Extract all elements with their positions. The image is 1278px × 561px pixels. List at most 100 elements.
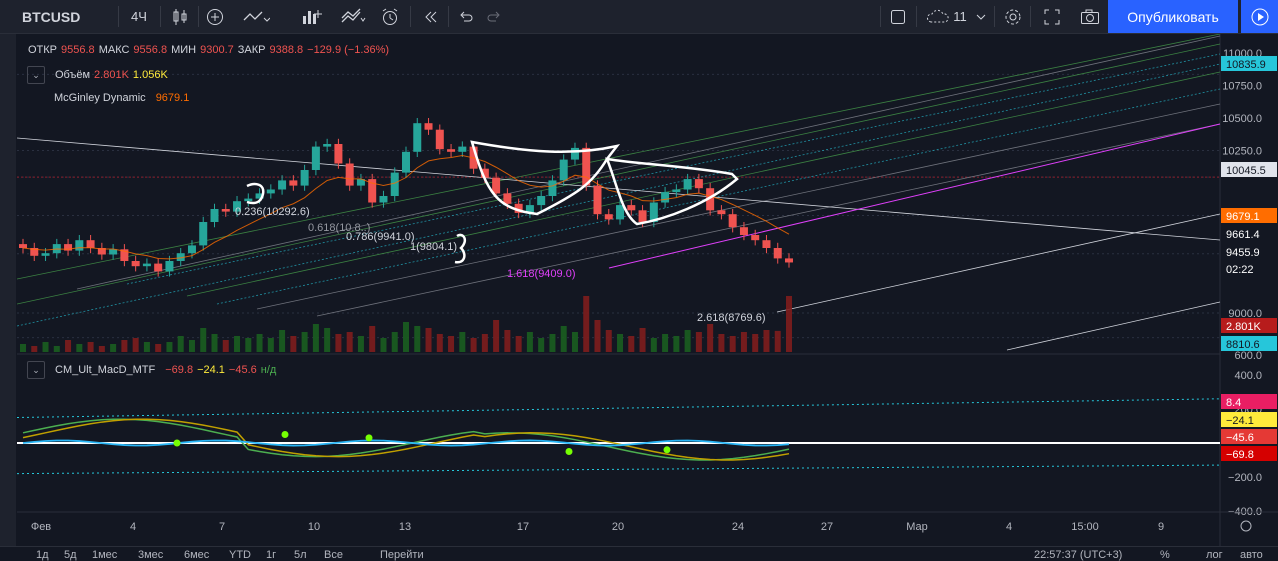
candle-body: [402, 151, 410, 173]
cloud-icon[interactable]: [922, 0, 954, 33]
candle-body: [492, 177, 501, 194]
macd-value-1: −69.8: [165, 364, 194, 376]
macd-line: [22, 418, 790, 461]
candle-body: [187, 245, 196, 254]
goto-button[interactable]: Перейти: [380, 549, 424, 561]
macd-badge: [1221, 412, 1277, 427]
candle-body: [345, 163, 354, 186]
triangle-drawing: [470, 140, 621, 216]
candle-body: [311, 146, 320, 170]
volume-bar: [493, 320, 500, 352]
publish-button[interactable]: Опубликовать: [1108, 0, 1238, 33]
low-label: МИН: [171, 44, 197, 56]
time-tick-label: 4: [130, 521, 136, 533]
candle-body: [570, 147, 579, 160]
volume-bar: [267, 338, 274, 352]
fib-2618-line: [776, 213, 1221, 313]
candle-body: [728, 214, 737, 228]
layout-count[interactable]: 11: [953, 9, 967, 24]
interval-select[interactable]: 4Ч: [131, 9, 147, 24]
fib-fan-line: [1006, 301, 1221, 351]
macd-badge: [1221, 394, 1277, 409]
chevron-down-icon[interactable]: ⌄: [27, 66, 45, 84]
gear-icon[interactable]: [1240, 520, 1252, 532]
chevron-down-icon[interactable]: ⌄: [27, 361, 45, 379]
fullscreen-icon[interactable]: [1038, 0, 1066, 33]
range-5y[interactable]: 5л: [294, 549, 307, 561]
volume-bar: [53, 346, 60, 352]
range-all[interactable]: Все: [324, 549, 343, 561]
candle-body: [278, 180, 287, 190]
candle-body: [706, 188, 715, 211]
volume-bar: [639, 328, 646, 352]
alert-icon[interactable]: [376, 0, 404, 33]
volume-bar: [481, 334, 488, 352]
candle-body: [221, 209, 230, 212]
toolbar-divider: [916, 6, 917, 27]
candle-body: [717, 210, 726, 215]
chevron-down-icon[interactable]: [972, 0, 990, 33]
camera-icon[interactable]: [1076, 0, 1104, 33]
fib-fan-line: [76, 35, 1221, 290]
hand-mark-2: [454, 233, 467, 264]
range-ytd[interactable]: YTD: [229, 549, 251, 561]
candle-body: [604, 214, 613, 220]
candle-body: [244, 198, 253, 202]
macd-badge-label: −24.1: [1226, 415, 1254, 427]
volume-bar: [538, 338, 545, 352]
symbol-search[interactable]: BTCUSD: [22, 8, 81, 25]
range-5d[interactable]: 5д: [64, 549, 77, 561]
fib-label-2618: 2.618(8769.6): [697, 312, 766, 324]
add-indicator-icon[interactable]: [204, 0, 226, 33]
volume-bar: [335, 334, 342, 352]
candle-body: [131, 261, 140, 267]
candles-icon[interactable]: [166, 0, 194, 33]
range-6m[interactable]: 6мес: [184, 549, 210, 561]
undo-icon[interactable]: [454, 0, 478, 33]
indicators-icon[interactable]: [240, 0, 272, 33]
log-toggle[interactable]: лог: [1206, 549, 1223, 561]
price-chart[interactable]: 11000.010750.010500.010250.09750.09000.0…: [17, 34, 1278, 546]
open-label: ОТКР: [28, 44, 58, 56]
volume-bar: [143, 342, 150, 352]
candle-body: [458, 146, 467, 152]
candle-body: [86, 240, 95, 248]
volume-bar: [31, 346, 38, 352]
triangle-drawing: [605, 157, 739, 226]
signal-line: [22, 418, 790, 461]
volume-bar: [132, 338, 139, 352]
auto-toggle[interactable]: авто: [1240, 549, 1263, 561]
volume-bar: [549, 334, 556, 352]
range-3m[interactable]: 3мес: [138, 549, 164, 561]
macd-tick-label: 400.0: [1234, 370, 1262, 382]
volume-bar: [763, 330, 770, 352]
range-1m[interactable]: 1мес: [92, 549, 118, 561]
clock[interactable]: 22:57:37 (UTC+3): [1034, 549, 1123, 561]
range-1d[interactable]: 1д: [36, 549, 49, 561]
fib-label-0618: 0.618(10.8..): [308, 222, 371, 234]
drawing-tools-sidebar[interactable]: [0, 34, 16, 560]
layout-square-icon[interactable]: [886, 0, 910, 33]
volume-bar: [448, 336, 455, 352]
price-tick-label: 10750.0: [1222, 81, 1262, 93]
toolbar-divider: [448, 6, 449, 27]
fib-label-0786: 0.786(9941.0): [346, 231, 415, 243]
play-icon[interactable]: [1241, 0, 1278, 33]
templates-icon[interactable]: [336, 0, 370, 33]
macd-channel-line: [17, 464, 1221, 475]
mcginley-label: McGinley Dynamic: [54, 92, 146, 104]
redo-icon[interactable]: [482, 0, 506, 33]
volume-bar: [222, 340, 229, 352]
volume-bar: [617, 334, 624, 352]
volume-bar: [740, 332, 747, 352]
range-1y[interactable]: 1г: [266, 549, 277, 561]
replay-icon[interactable]: [418, 0, 444, 33]
gear-icon[interactable]: [1000, 0, 1026, 33]
fib-fan-line: [216, 88, 1221, 305]
candle-body: [176, 253, 185, 261]
fib-fan-line: [17, 63, 1221, 327]
compare-icon[interactable]: [296, 0, 328, 33]
percent-toggle[interactable]: %: [1160, 549, 1170, 561]
candle-body: [97, 248, 106, 255]
macd-badge: [1221, 446, 1277, 461]
